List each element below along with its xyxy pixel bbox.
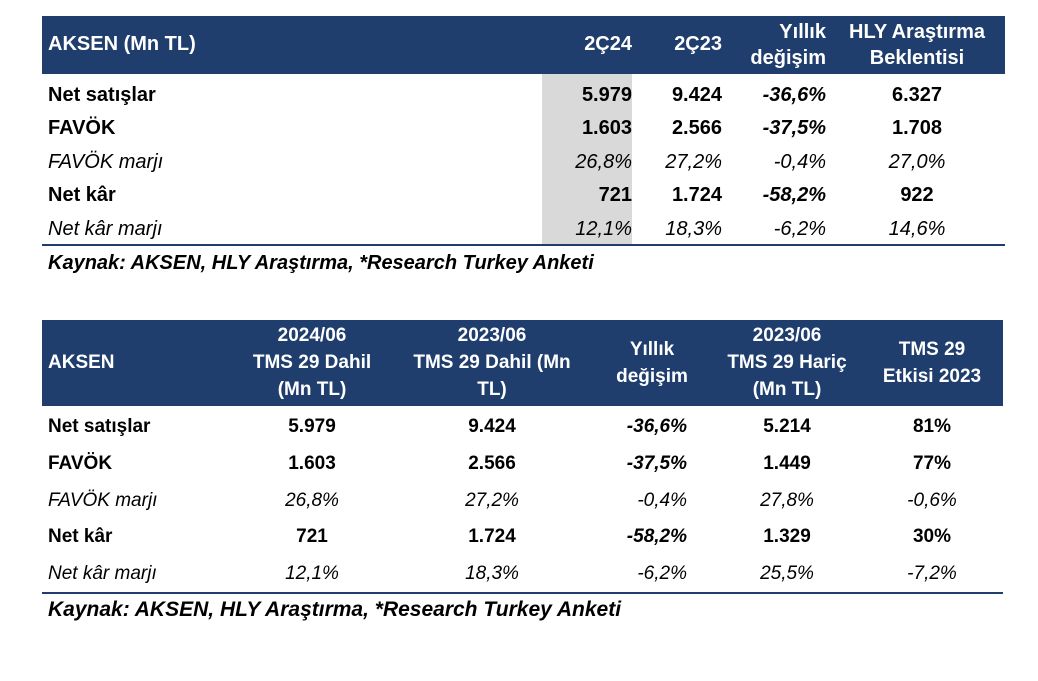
header-col4-l1: 2023/06 xyxy=(752,325,822,346)
header-col2-l1: 2023/06 xyxy=(457,325,527,346)
header-col-2q23: 2Ç23 xyxy=(674,33,722,55)
row-label: FAVÖK xyxy=(48,453,113,474)
header-col1-l3: (Mn TL) xyxy=(277,379,347,400)
cell-change: -6,2% xyxy=(637,563,687,584)
table-row: FAVÖK marjı 26,8% 27,2% -0,4% 27,8% -0,6… xyxy=(42,483,1003,519)
header-col2-l2: TMS 29 Dahil (Mn xyxy=(413,352,571,373)
cell-expectation: 1.708 xyxy=(891,117,943,139)
highlight-column xyxy=(542,74,632,244)
cell-ias29-effect: 77% xyxy=(912,453,952,474)
row-label: Net satışlar xyxy=(48,84,156,106)
cell-2q23: 27,2% xyxy=(665,151,722,173)
cell-change: -58,2% xyxy=(762,184,826,206)
cell-2024-06: 1.603 xyxy=(288,453,336,474)
header-col-yearly-change-l1: Yıllık xyxy=(779,21,826,43)
header-col-2q24: 2Ç24 xyxy=(584,33,632,55)
table-row: Net kâr marjı 12,1% 18,3% -6,2% 25,5% -7… xyxy=(42,556,1003,592)
header-label: AKSEN xyxy=(48,352,115,373)
source-note: Kaynak: AKSEN, HLY Araştırma, *Research … xyxy=(48,598,622,621)
cell-expectation: 6.327 xyxy=(891,84,943,106)
row-label: Net kâr xyxy=(48,526,113,547)
cell-change: -37,5% xyxy=(762,117,826,139)
row-label: Net kâr marjı xyxy=(48,218,163,240)
row-label: FAVÖK marjı xyxy=(48,151,164,173)
table-row: FAVÖK 1.603 2.566 -37,5% 1.708 xyxy=(42,111,1005,145)
table-bottom-rule xyxy=(42,244,1005,246)
cell-2q23: 18,3% xyxy=(665,218,722,240)
cell-2024-06: 5.979 xyxy=(288,416,336,437)
header-label: AKSEN (Mn TL) xyxy=(48,33,196,55)
cell-ias29-effect: -7,2% xyxy=(907,563,957,584)
header-col-expectation-l1: HLY Araştırma xyxy=(849,21,985,43)
cell-expectation: 14,6% xyxy=(888,218,946,240)
row-label: FAVÖK marjı xyxy=(48,490,158,511)
cell-2q23: 2.566 xyxy=(671,117,722,139)
cell-expectation: 27,0% xyxy=(888,151,946,173)
summary-table-quarterly: AKSEN (Mn TL) 2Ç24 2Ç23 Yıllık değişim H… xyxy=(42,16,1005,274)
row-label: FAVÖK xyxy=(48,117,116,139)
table-row: Net kâr 721 1.724 -58,2% 1.329 30% xyxy=(42,519,1003,555)
cell-2023-06: 1.724 xyxy=(468,526,516,547)
header-col2-l3: TL) xyxy=(477,379,507,400)
cell-change: -36,6% xyxy=(626,416,687,437)
table-row: Net satışlar 5.979 9.424 -36,6% 6.327 xyxy=(42,78,1005,112)
cell-2023-06: 2.566 xyxy=(468,453,516,474)
table-row: Net kâr marjı 12,1% 18,3% -6,2% 14,6% xyxy=(42,212,1005,246)
cell-change: -0,4% xyxy=(773,151,826,173)
header-col1-l1: 2024/06 xyxy=(277,325,347,346)
cell-2023-06-excl: 1.449 xyxy=(763,453,811,474)
cell-2q24: 26,8% xyxy=(575,151,632,173)
table-row: FAVÖK marjı 26,8% 27,2% -0,4% 27,0% xyxy=(42,145,1005,179)
cell-2023-06-excl: 27,8% xyxy=(760,490,814,511)
cell-change: -37,5% xyxy=(626,453,687,474)
cell-ias29-effect: 30% xyxy=(912,526,952,547)
header-col-yearly-change-l2: değişim xyxy=(750,47,826,69)
cell-change: -36,6% xyxy=(762,84,826,106)
cell-change: -6,2% xyxy=(773,218,826,240)
header-col5-l1: TMS 29 xyxy=(898,339,966,360)
cell-ias29-effect: 81% xyxy=(912,416,952,437)
table-bottom-rule xyxy=(42,592,1003,594)
table-header: AKSEN 2024/06 TMS 29 Dahil (Mn TL) 2023/… xyxy=(42,320,1003,406)
table-row: FAVÖK 1.603 2.566 -37,5% 1.449 77% xyxy=(42,446,1003,482)
cell-change: -0,4% xyxy=(637,490,687,511)
cell-2q23: 9.424 xyxy=(671,84,722,106)
cell-2023-06: 9.424 xyxy=(468,416,516,437)
cell-change: -58,2% xyxy=(626,526,687,547)
table-header: AKSEN (Mn TL) 2Ç24 2Ç23 Yıllık değişim H… xyxy=(42,16,1005,74)
cell-expectation: 922 xyxy=(900,184,934,206)
table-row: Net satışlar 5.979 9.424 -36,6% 5.214 81… xyxy=(42,409,1003,445)
header-col5-l2: Etkisi 2023 xyxy=(882,366,982,387)
cell-2023-06-excl: 5.214 xyxy=(763,416,811,437)
cell-ias29-effect: -0,6% xyxy=(907,490,957,511)
cell-2023-06: 27,2% xyxy=(465,490,519,511)
cell-2q24: 5.979 xyxy=(581,84,632,106)
cell-2q24: 721 xyxy=(598,184,632,206)
cell-2024-06: 721 xyxy=(296,526,328,547)
header-col3-l1: Yıllık xyxy=(629,339,675,360)
cell-2023-06-excl: 1.329 xyxy=(763,526,811,547)
cell-2q23: 1.724 xyxy=(671,184,722,206)
row-label: Net kâr xyxy=(48,184,116,206)
cell-2023-06: 18,3% xyxy=(465,563,519,584)
row-label: Net kâr marjı xyxy=(48,563,157,584)
header-col4-l2: TMS 29 Hariç xyxy=(727,352,847,373)
row-label: Net satışlar xyxy=(48,416,151,437)
header-col-expectation-l2: Beklentisi xyxy=(869,47,965,69)
cell-2q24: 1.603 xyxy=(581,117,632,139)
header-col4-l3: (Mn TL) xyxy=(752,379,822,400)
cell-2q24: 12,1% xyxy=(575,218,632,240)
cell-2023-06-excl: 25,5% xyxy=(760,563,814,584)
cell-2024-06: 26,8% xyxy=(285,490,339,511)
header-col1-l2: TMS 29 Dahil xyxy=(252,352,372,373)
header-col3-l2: değişim xyxy=(616,366,688,387)
source-note: Kaynak: AKSEN, HLY Araştırma, *Research … xyxy=(48,252,594,274)
table-row: Net kâr 721 1.724 -58,2% 922 xyxy=(42,178,1005,212)
summary-table-ias29: AKSEN 2024/06 TMS 29 Dahil (Mn TL) 2023/… xyxy=(42,320,1003,621)
cell-2024-06: 12,1% xyxy=(285,563,339,584)
